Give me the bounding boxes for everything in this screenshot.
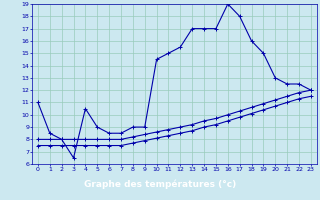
Text: Graphe des températures (°c): Graphe des températures (°c) — [84, 180, 236, 189]
